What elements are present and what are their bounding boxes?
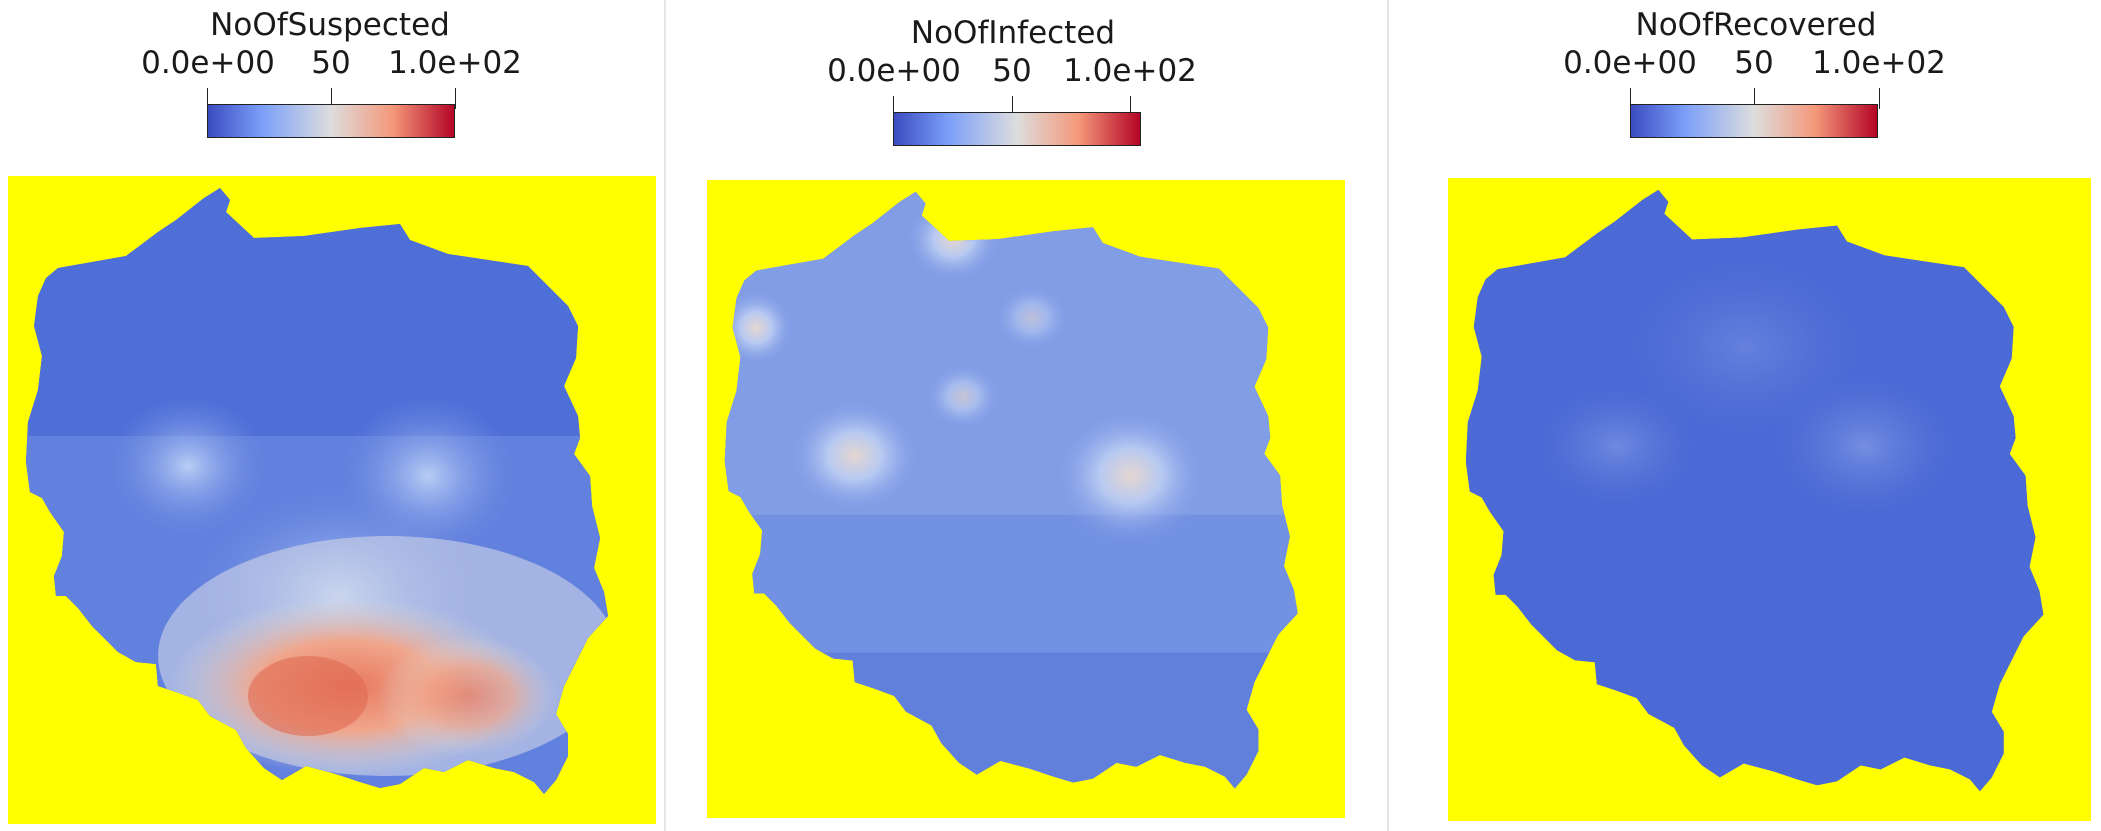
legend-title: NoOfRecovered xyxy=(1635,7,1877,43)
legend-max-label: 1.0e+02 xyxy=(1063,53,1197,89)
map-svg xyxy=(1465,189,2044,792)
map-view[interactable] xyxy=(8,176,656,824)
legend-min-label: 0.0e+00 xyxy=(141,45,275,81)
color-legend-bar xyxy=(207,104,455,138)
color-legend-bar xyxy=(893,112,1141,146)
legend-mid-label: 50 xyxy=(992,53,1032,89)
legend-title: NoOfInfected xyxy=(910,15,1116,51)
legend-tick xyxy=(331,88,332,109)
legend-mid-label: 50 xyxy=(311,45,351,81)
legend-min-label: 0.0e+00 xyxy=(827,53,961,89)
legend-tick xyxy=(1879,88,1880,109)
color-legend-bar xyxy=(1630,104,1878,138)
legend-mid-label: 50 xyxy=(1734,45,1774,81)
legend-min-label: 0.0e+00 xyxy=(1563,45,1697,81)
legend-tick xyxy=(893,96,894,117)
panel-divider xyxy=(1387,0,1389,831)
legend-tick xyxy=(455,88,456,109)
legend-tick xyxy=(1130,96,1131,117)
legend-tick xyxy=(1630,88,1631,109)
map-view[interactable] xyxy=(1448,178,2091,821)
legend-title: NoOfSuspected xyxy=(210,7,450,43)
legend-max-label: 1.0e+02 xyxy=(1812,45,1946,81)
map-svg xyxy=(724,191,1298,789)
legend-tick xyxy=(1754,88,1755,109)
panel-divider xyxy=(664,0,666,831)
legend-tick xyxy=(207,88,208,109)
legend-tick xyxy=(1012,96,1013,117)
map-svg xyxy=(26,188,608,794)
map-view[interactable] xyxy=(707,180,1345,818)
legend-max-label: 1.0e+02 xyxy=(388,45,522,81)
